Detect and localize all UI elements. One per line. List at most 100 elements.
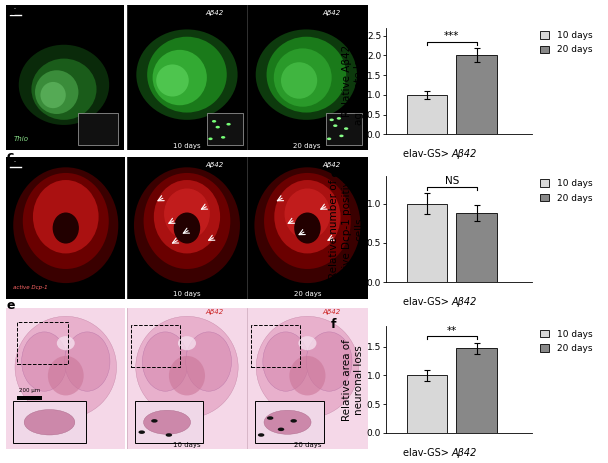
Ellipse shape: [256, 30, 357, 120]
Legend: 10 days, 20 days: 10 days, 20 days: [539, 30, 593, 56]
Text: Aβ42: Aβ42: [322, 308, 340, 314]
Ellipse shape: [267, 416, 274, 420]
Bar: [247, 308, 368, 449]
Bar: [247, 5, 368, 150]
Text: 10 days: 10 days: [173, 143, 201, 149]
Ellipse shape: [327, 138, 331, 140]
Ellipse shape: [15, 316, 117, 418]
Ellipse shape: [57, 336, 75, 350]
Ellipse shape: [153, 50, 207, 105]
Ellipse shape: [226, 123, 230, 125]
Ellipse shape: [306, 332, 352, 391]
Bar: [407, 375, 447, 433]
Ellipse shape: [291, 419, 297, 423]
Text: **: **: [447, 325, 457, 336]
Ellipse shape: [143, 410, 190, 434]
Ellipse shape: [147, 37, 227, 113]
Ellipse shape: [212, 120, 216, 123]
Ellipse shape: [254, 167, 361, 283]
Ellipse shape: [41, 82, 66, 108]
Text: b: b: [331, 19, 339, 32]
Ellipse shape: [53, 213, 79, 244]
Bar: [78, 113, 118, 144]
Ellipse shape: [266, 37, 346, 113]
Ellipse shape: [24, 410, 75, 435]
Ellipse shape: [139, 431, 145, 434]
Text: Aβ42: Aβ42: [452, 297, 477, 307]
Bar: [407, 95, 447, 134]
Ellipse shape: [216, 126, 220, 128]
Bar: [207, 113, 243, 144]
Text: Aβ42: Aβ42: [452, 149, 477, 159]
Ellipse shape: [256, 316, 359, 418]
Ellipse shape: [143, 173, 230, 269]
Ellipse shape: [22, 173, 109, 269]
Ellipse shape: [169, 356, 205, 395]
Text: 10 days: 10 days: [173, 442, 201, 448]
Text: NS: NS: [444, 176, 459, 187]
Bar: [407, 204, 447, 282]
Ellipse shape: [337, 117, 341, 120]
Bar: [326, 113, 362, 144]
Ellipse shape: [289, 356, 325, 395]
Text: elav-GS>: elav-GS>: [402, 448, 452, 458]
Ellipse shape: [221, 136, 226, 138]
Ellipse shape: [35, 70, 78, 114]
Ellipse shape: [33, 180, 98, 253]
Bar: [17, 322, 67, 364]
Ellipse shape: [136, 316, 238, 418]
Bar: [255, 401, 323, 444]
Text: f: f: [331, 318, 336, 331]
Ellipse shape: [285, 188, 330, 239]
Ellipse shape: [64, 332, 110, 391]
Bar: [134, 401, 203, 444]
Bar: [251, 325, 300, 367]
Bar: [6, 157, 125, 299]
Text: Aβ42: Aβ42: [452, 448, 477, 458]
Text: elav-GS>: elav-GS>: [402, 297, 452, 307]
Ellipse shape: [134, 167, 240, 283]
Text: c: c: [6, 150, 13, 163]
Text: Aβ42: Aβ42: [205, 308, 223, 314]
Bar: [456, 56, 497, 134]
Ellipse shape: [274, 180, 340, 253]
Ellipse shape: [264, 410, 311, 434]
Ellipse shape: [278, 427, 285, 431]
Ellipse shape: [164, 188, 210, 239]
Text: active Dcp-1: active Dcp-1: [13, 285, 48, 290]
Ellipse shape: [258, 433, 264, 437]
Text: 20 days: 20 days: [294, 442, 321, 448]
Y-axis label: Relative Aβ42
aggregate levels: Relative Aβ42 aggregate levels: [342, 38, 364, 125]
Ellipse shape: [142, 332, 188, 391]
Ellipse shape: [174, 213, 200, 244]
Ellipse shape: [330, 119, 334, 121]
Bar: [456, 213, 497, 282]
Bar: [247, 157, 368, 299]
Text: d: d: [331, 168, 339, 181]
Ellipse shape: [32, 59, 97, 120]
Ellipse shape: [274, 49, 332, 107]
Text: 20 days: 20 days: [292, 143, 320, 149]
Ellipse shape: [299, 336, 316, 350]
Text: e: e: [6, 299, 15, 312]
Text: 20 days: 20 days: [294, 291, 321, 297]
Ellipse shape: [209, 138, 213, 140]
Ellipse shape: [156, 64, 188, 96]
Ellipse shape: [22, 332, 67, 391]
Ellipse shape: [48, 356, 84, 395]
Ellipse shape: [13, 167, 119, 283]
Bar: [126, 157, 247, 299]
Ellipse shape: [19, 45, 109, 125]
Ellipse shape: [165, 433, 172, 437]
Text: 10 days: 10 days: [173, 291, 201, 297]
Bar: [456, 348, 497, 433]
Bar: [17, 396, 42, 400]
Legend: 10 days, 20 days: 10 days, 20 days: [539, 178, 593, 204]
Legend: 10 days, 20 days: 10 days, 20 days: [539, 329, 593, 354]
Text: -: -: [13, 6, 15, 12]
Bar: [6, 308, 125, 449]
Bar: [6, 5, 123, 150]
Text: 200 μm: 200 μm: [19, 388, 40, 393]
Bar: [126, 308, 247, 449]
Text: Aβ42: Aβ42: [322, 10, 340, 16]
